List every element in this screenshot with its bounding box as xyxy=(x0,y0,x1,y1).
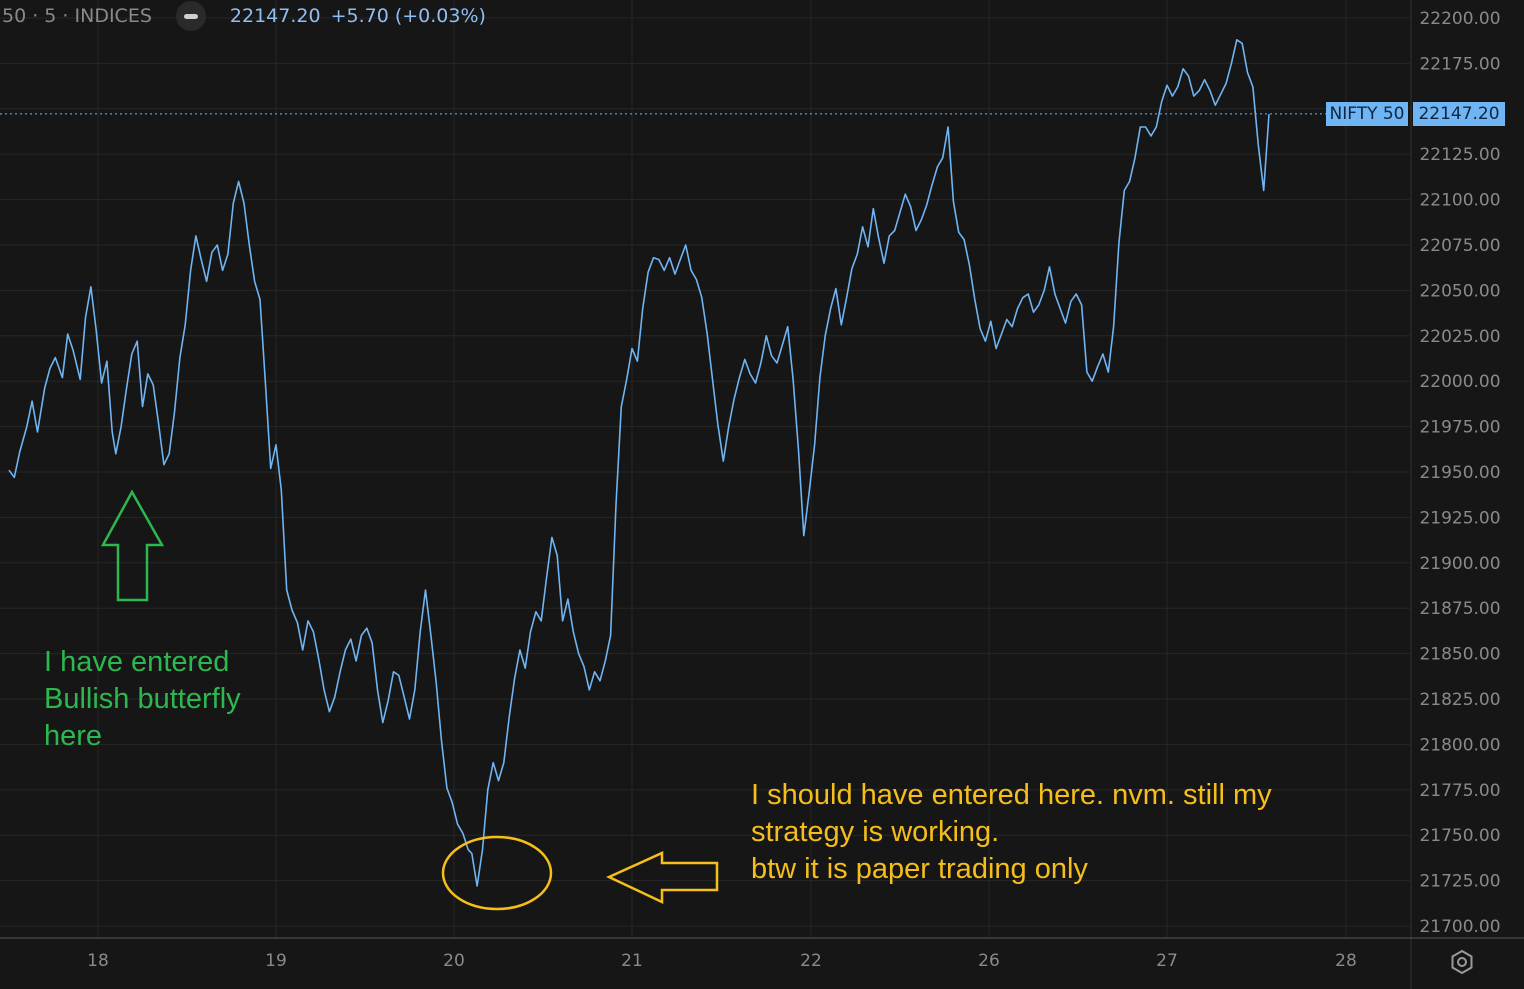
x-tick-label: 26 xyxy=(978,951,1000,971)
price-series-line xyxy=(8,39,1270,887)
yellow-circle-marker xyxy=(441,835,553,911)
x-tick-label: 20 xyxy=(443,951,465,971)
price-axis[interactable]: 22200.0022175.0022150.0022125.0022100.00… xyxy=(1419,9,1500,937)
y-tick-label: 21850.00 xyxy=(1419,645,1500,665)
header-price: 22147.20 xyxy=(229,5,321,27)
y-tick-label: 22075.00 xyxy=(1419,236,1500,256)
y-tick-label: 22175.00 xyxy=(1419,54,1500,74)
y-tick-label: 21975.00 xyxy=(1419,418,1500,438)
green-up-arrow xyxy=(100,489,165,602)
y-tick-label: 22200.00 xyxy=(1419,9,1500,29)
last-price-label: 22147.20 xyxy=(1413,102,1505,126)
yellow-left-arrow xyxy=(606,851,719,904)
x-tick-label: 27 xyxy=(1156,951,1178,971)
symbol-price-label: NIFTY 50 xyxy=(1326,102,1408,126)
y-tick-label: 22000.00 xyxy=(1419,372,1500,392)
green-annotation-text: I have entered Bullish butterfly here xyxy=(44,646,241,752)
collapse-minus-icon[interactable] xyxy=(175,1,206,31)
y-tick-label: 21750.00 xyxy=(1419,826,1500,846)
y-tick-label: 22050.00 xyxy=(1419,281,1500,301)
x-tick-label: 21 xyxy=(621,951,643,971)
header-change: +5.70 (+0.03%) xyxy=(330,5,486,27)
time-axis[interactable]: 18 19 20 21 22 26 27 28 xyxy=(87,951,1357,971)
y-tick-label: 21800.00 xyxy=(1419,735,1500,755)
y-tick-label: 21725.00 xyxy=(1419,872,1500,892)
y-tick-label: 21825.00 xyxy=(1419,690,1500,710)
settings-gear-icon[interactable] xyxy=(1449,949,1475,975)
y-tick-label: 22025.00 xyxy=(1419,327,1500,347)
y-tick-label: 21900.00 xyxy=(1419,554,1500,574)
y-tick-label: 22100.00 xyxy=(1419,191,1500,211)
y-tick-label: 21700.00 xyxy=(1419,917,1500,937)
x-tick-label: 19 xyxy=(265,951,287,971)
yellow-annotation-text: I should have entered here. nvm. still m… xyxy=(751,779,1272,885)
x-tick-label: 28 xyxy=(1335,951,1357,971)
symbol-name[interactable]: 50 · 5 · INDICES xyxy=(2,5,152,27)
y-tick-label: 21925.00 xyxy=(1419,508,1500,528)
y-tick-label: 22125.00 xyxy=(1419,145,1500,165)
symbol-header: 50 · 5 · INDICES 22147.20 +5.70 (+0.03%) xyxy=(0,0,486,32)
y-tick-label: 21875.00 xyxy=(1419,599,1500,619)
grid-lines xyxy=(0,0,1410,938)
x-tick-label: 18 xyxy=(87,951,109,971)
x-tick-label: 22 xyxy=(800,951,822,971)
y-tick-label: 21775.00 xyxy=(1419,781,1500,801)
y-tick-label: 21950.00 xyxy=(1419,463,1500,483)
